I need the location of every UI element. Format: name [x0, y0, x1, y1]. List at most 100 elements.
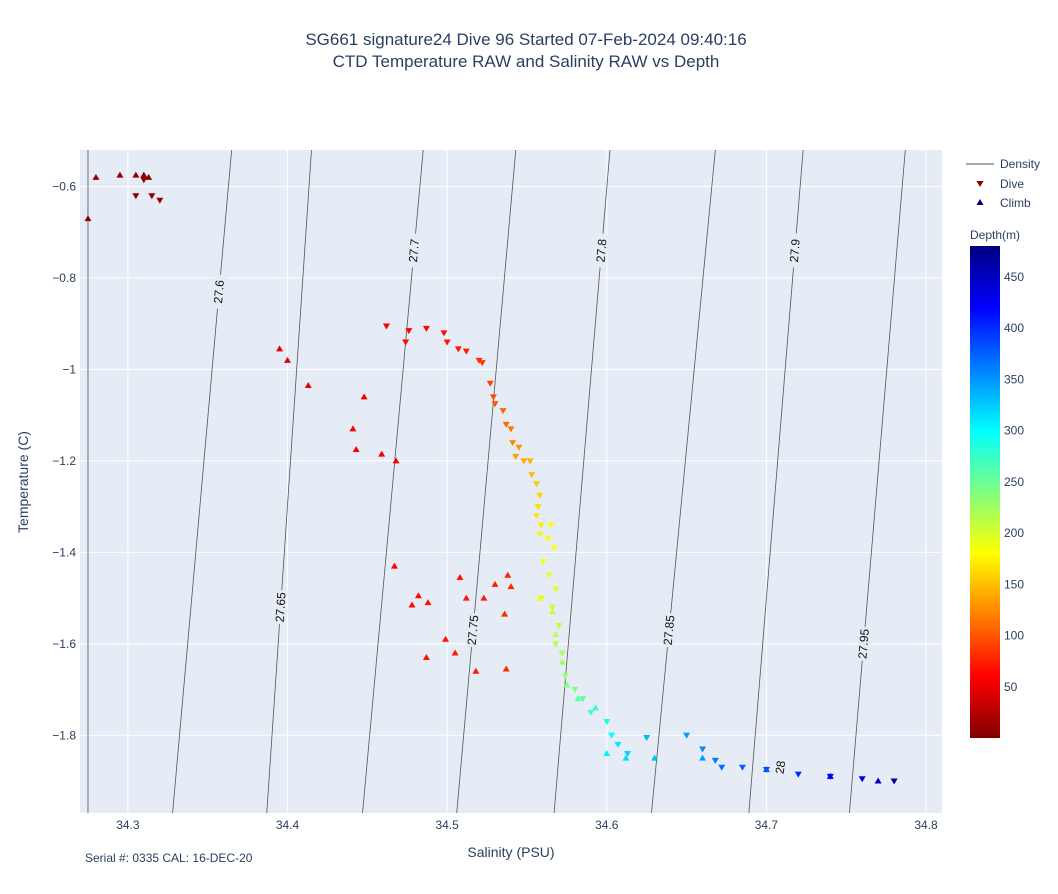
dive-point	[534, 504, 542, 511]
dive-point	[478, 360, 486, 367]
density-contour-label: 27.95	[855, 628, 871, 659]
dive-point	[502, 421, 510, 428]
dive-point	[533, 513, 541, 520]
dive-point	[512, 453, 520, 460]
climb-point	[549, 608, 557, 615]
x-axis-label: Salinity (PSU)	[467, 844, 554, 860]
dive-point	[558, 650, 566, 657]
dive-point	[140, 177, 148, 184]
legend-dive-label[interactable]: Dive	[1000, 177, 1024, 191]
dive-point	[544, 536, 552, 543]
dive-point	[536, 492, 544, 499]
climb-point	[874, 777, 882, 784]
climb-point	[304, 381, 312, 388]
climb-point	[92, 173, 100, 180]
dive-point	[711, 757, 719, 764]
dive-point	[549, 604, 557, 611]
dive-point	[489, 394, 497, 401]
climb-point	[501, 610, 509, 617]
dive-point	[443, 339, 451, 346]
climb-point	[536, 594, 544, 601]
climb-point	[276, 345, 284, 352]
climb-point	[462, 594, 470, 601]
density-contour-label: 27.8	[594, 238, 610, 263]
y-tick-label: −1.2	[52, 454, 76, 468]
dive-point	[643, 735, 651, 742]
climb-point	[491, 580, 499, 587]
climb-point	[422, 654, 430, 661]
density-contours: 27.6 27.65 27.7 27.75 27.8 27.85 27.9 27.95 28	[87, 149, 906, 814]
dive-point	[699, 746, 707, 753]
dive-point	[536, 531, 544, 538]
climb-point	[352, 445, 360, 452]
density-contour-label-bg	[787, 233, 803, 269]
y-axis-label: Temperature (C)	[15, 431, 31, 533]
density-contour-line	[651, 149, 716, 814]
dive-point	[718, 764, 726, 771]
dive-point	[462, 348, 470, 355]
climb-point	[622, 754, 630, 761]
plot-area[interactable]	[80, 150, 942, 813]
y-tick-label: −1.4	[52, 545, 76, 559]
y-tick-labels: −0.6 −0.8 −1 −1.2 −1.4 −1.6 −1.8	[52, 180, 76, 743]
climb-point	[651, 754, 659, 761]
dive-point	[547, 522, 555, 529]
climb-point	[360, 393, 368, 400]
climb-point	[552, 631, 560, 638]
dive-point	[520, 458, 528, 465]
climb-point	[140, 171, 148, 178]
climb-point	[284, 356, 292, 363]
y-tick-label: −0.6	[52, 180, 76, 194]
climb-point	[349, 425, 357, 432]
climb-point	[480, 594, 488, 601]
climb-point	[558, 658, 566, 665]
colorbar-ticks: 50 100 150 200 250 300 350 400 450	[1004, 270, 1024, 694]
chart-title-line2: CTD Temperature RAW and Salinity RAW vs …	[333, 52, 720, 71]
legend-climb-label[interactable]: Climb	[1000, 196, 1031, 210]
colorbar-title: Depth(m)	[970, 228, 1020, 242]
dive-point	[738, 764, 746, 771]
climb-point	[472, 667, 480, 674]
density-contour-label-bg	[772, 749, 789, 785]
dive-point	[608, 732, 616, 739]
density-contour-line	[172, 149, 233, 814]
dive-point	[533, 481, 541, 488]
legend[interactable]: Density Dive Climb	[966, 157, 1040, 210]
dive-point	[148, 193, 156, 200]
x-tick-label: 34.5	[435, 818, 459, 832]
dive-point	[475, 357, 483, 364]
grid-lines	[80, 150, 942, 813]
climb-point	[826, 772, 834, 779]
dive-point	[545, 572, 553, 579]
dive-point	[683, 732, 691, 739]
y-tick-label: −1	[62, 362, 76, 376]
dive-point	[587, 709, 595, 716]
dive-point	[614, 741, 622, 748]
density-contour-label: 27.85	[661, 614, 678, 646]
chart-title-line1: SG661 signature24 Dive 96 Started 07-Feb…	[305, 30, 746, 49]
density-contour-label: 27.65	[273, 591, 289, 622]
climb-point	[563, 681, 571, 688]
dive-point	[890, 778, 898, 785]
colorbar-tick-label: 300	[1004, 424, 1024, 438]
dive-point	[624, 751, 632, 758]
x-tick-labels: 34.3 34.4 34.5 34.6 34.7 34.8	[116, 818, 938, 832]
density-contour-label: 27.7	[406, 238, 422, 263]
climb-point	[392, 457, 400, 464]
legend-density-label[interactable]: Density	[1000, 157, 1040, 171]
dive-point	[550, 545, 558, 552]
dive-point	[440, 330, 448, 337]
climb-point	[504, 571, 512, 578]
climb-point	[574, 695, 582, 702]
colorbar-tick-label: 200	[1004, 526, 1024, 540]
climb-point	[408, 601, 416, 608]
dive-point	[537, 522, 545, 529]
dive-point	[382, 323, 390, 330]
dive-point	[539, 559, 547, 566]
dive-point	[156, 197, 164, 204]
y-tick-label: −0.8	[52, 271, 76, 285]
colorbar-tick-label: 150	[1004, 577, 1024, 591]
x-tick-label: 34.7	[755, 818, 779, 832]
dive-point	[579, 696, 587, 703]
dive-point	[561, 673, 569, 680]
